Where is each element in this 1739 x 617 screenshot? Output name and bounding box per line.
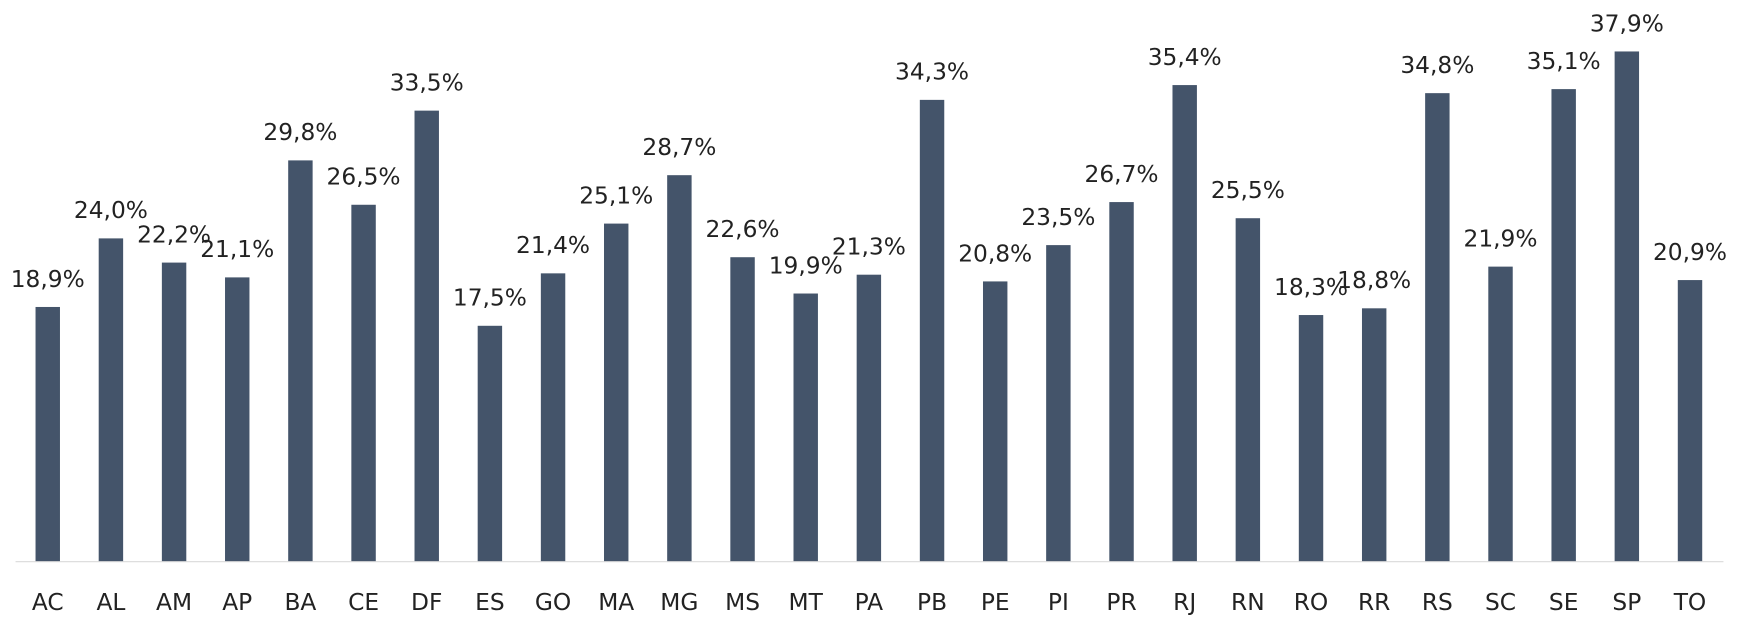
data-label: 18,8% bbox=[1337, 267, 1411, 294]
data-label: 23,5% bbox=[1021, 204, 1095, 231]
data-label: 18,9% bbox=[11, 266, 85, 293]
x-tick-label: SE bbox=[1549, 589, 1579, 616]
data-label: 21,1% bbox=[200, 236, 274, 263]
bar bbox=[919, 99, 945, 562]
x-tick-label: PE bbox=[981, 589, 1010, 616]
x-tick-label: SC bbox=[1485, 589, 1516, 616]
data-label: 17,5% bbox=[453, 285, 527, 312]
bar bbox=[982, 281, 1008, 562]
x-tick-label: MT bbox=[789, 589, 824, 616]
bar bbox=[1551, 89, 1576, 562]
x-tick-label: SP bbox=[1612, 589, 1641, 616]
data-label: 26,7% bbox=[1085, 161, 1159, 188]
data-label: 22,2% bbox=[137, 221, 211, 248]
x-tick-label: PR bbox=[1106, 589, 1136, 616]
bar bbox=[540, 273, 566, 562]
x-tick-label: RO bbox=[1294, 589, 1329, 616]
bar bbox=[856, 274, 882, 562]
data-label: 21,3% bbox=[832, 234, 906, 261]
bar bbox=[793, 293, 818, 562]
data-label: 35,1% bbox=[1527, 48, 1601, 75]
data-label: 37,9% bbox=[1590, 10, 1664, 37]
bar bbox=[225, 277, 250, 562]
x-tick-label: RR bbox=[1358, 589, 1390, 616]
data-label: 34,3% bbox=[895, 59, 969, 86]
data-label: 21,9% bbox=[1464, 225, 1538, 252]
data-label: 19,9% bbox=[769, 252, 843, 279]
data-label: 25,5% bbox=[1211, 177, 1285, 204]
data-label: 34,8% bbox=[1400, 52, 1474, 79]
bar bbox=[1046, 245, 1071, 562]
x-tick-label: MS bbox=[725, 589, 760, 616]
data-label: 20,9% bbox=[1653, 239, 1727, 266]
x-tick-label: PA bbox=[855, 589, 884, 616]
bar bbox=[288, 160, 313, 562]
bar bbox=[1172, 85, 1197, 562]
x-tick-label: MG bbox=[660, 589, 698, 616]
data-label: 18,3% bbox=[1274, 274, 1348, 301]
bar bbox=[98, 238, 124, 562]
bar bbox=[1235, 218, 1261, 562]
x-tick-label: PB bbox=[917, 589, 947, 616]
x-tick-label: AL bbox=[96, 589, 125, 616]
x-tick-label: RJ bbox=[1173, 589, 1196, 616]
bar bbox=[1677, 280, 1703, 562]
x-tick-label: MA bbox=[598, 589, 634, 616]
bar bbox=[1614, 51, 1640, 562]
x-tick-label: RN bbox=[1231, 589, 1265, 616]
x-tick-label: RS bbox=[1422, 589, 1453, 616]
x-tick-label: PI bbox=[1048, 589, 1069, 616]
data-label: 26,5% bbox=[327, 164, 401, 191]
data-label: 35,4% bbox=[1148, 44, 1222, 71]
data-label: 22,6% bbox=[706, 216, 780, 243]
x-tick-label: GO bbox=[535, 589, 571, 616]
x-tick-label: CE bbox=[348, 589, 379, 616]
x-tick-label: BA bbox=[284, 589, 316, 616]
data-label: 29,8% bbox=[263, 119, 337, 146]
x-tick-label: TO bbox=[1673, 589, 1707, 616]
data-label: 20,8% bbox=[958, 240, 1032, 267]
data-label: 25,1% bbox=[579, 182, 653, 209]
bar bbox=[414, 110, 439, 562]
bar bbox=[1425, 93, 1450, 562]
x-tick-label: ES bbox=[475, 589, 505, 616]
data-label: 28,7% bbox=[642, 134, 716, 161]
bar bbox=[477, 325, 503, 562]
x-tick-label: AC bbox=[32, 589, 64, 616]
data-label: 24,0% bbox=[74, 197, 148, 224]
bar bbox=[351, 204, 376, 562]
x-tick-label: AP bbox=[222, 589, 252, 616]
bar bbox=[667, 175, 692, 562]
x-tick-label: DF bbox=[411, 589, 442, 616]
x-tick-label: AM bbox=[156, 589, 192, 616]
bar bbox=[730, 257, 755, 562]
bar bbox=[161, 262, 187, 562]
bar bbox=[35, 306, 60, 562]
bar bbox=[1298, 315, 1324, 562]
bar bbox=[1109, 202, 1134, 562]
data-label: 33,5% bbox=[390, 69, 464, 96]
bar bbox=[1361, 308, 1387, 562]
data-label: 21,4% bbox=[516, 232, 590, 259]
bar bbox=[604, 223, 629, 562]
bar bbox=[1488, 266, 1513, 562]
